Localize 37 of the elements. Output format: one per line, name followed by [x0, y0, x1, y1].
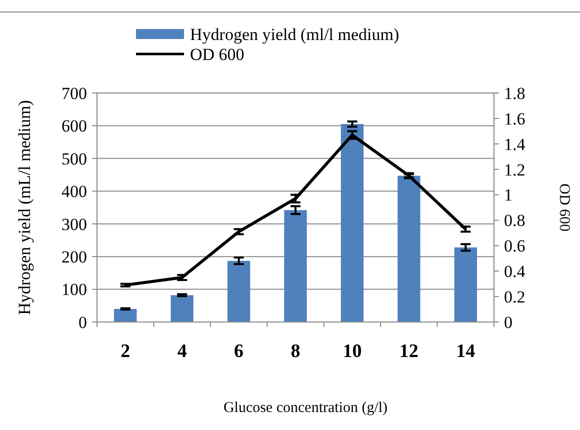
x-tick-label: 8: [290, 341, 300, 362]
bar: [398, 176, 420, 322]
y-tick-label: 0: [78, 312, 87, 332]
x-tick-label: 12: [399, 341, 418, 362]
x-tick-label: 2: [120, 341, 130, 362]
y2-tick-label: 0.4: [504, 262, 526, 282]
y2-tick-label: 1.8: [504, 84, 526, 103]
y2-tick-label: 0.6: [504, 236, 526, 256]
y-axis-title: Hydrogen yield (mL/l medium): [15, 100, 34, 315]
bar: [284, 210, 307, 322]
y2-tick-label: 1.6: [504, 109, 526, 128]
y-tick-label: 300: [62, 214, 87, 234]
y2-tick-label: 0: [504, 312, 512, 332]
y2-tick-label: 1.4: [504, 134, 526, 154]
x-axis-title: Glucose concentration (g/l): [223, 400, 388, 416]
y2-axis-title: OD 600: [556, 184, 572, 232]
legend-label: OD 600: [190, 44, 244, 64]
y-tick-label: 500: [62, 149, 87, 168]
y-tick-label: 600: [62, 116, 87, 136]
x-tick-label: 14: [456, 341, 476, 362]
y2-tick-label: 0.2: [504, 288, 526, 307]
y-tick-label: 100: [62, 280, 87, 300]
y-tick-label: 700: [62, 84, 87, 103]
y2-tick-label: 0.8: [504, 211, 526, 230]
bar: [454, 247, 477, 322]
bar: [170, 295, 194, 322]
y2-tick-label: 1.2: [504, 160, 526, 180]
y-tick-label: 200: [62, 248, 87, 267]
x-tick-label: 6: [234, 341, 244, 362]
bar: [114, 308, 137, 322]
x-tick-label: 10: [342, 341, 362, 362]
x-tick-label: 4: [177, 341, 188, 362]
bar: [227, 260, 250, 322]
bar: [340, 124, 364, 322]
y2-tick-label: 1: [504, 186, 512, 205]
legend-label: Hydrogen yield (ml/l medium): [190, 24, 400, 44]
y-tick-label: 400: [62, 182, 87, 202]
